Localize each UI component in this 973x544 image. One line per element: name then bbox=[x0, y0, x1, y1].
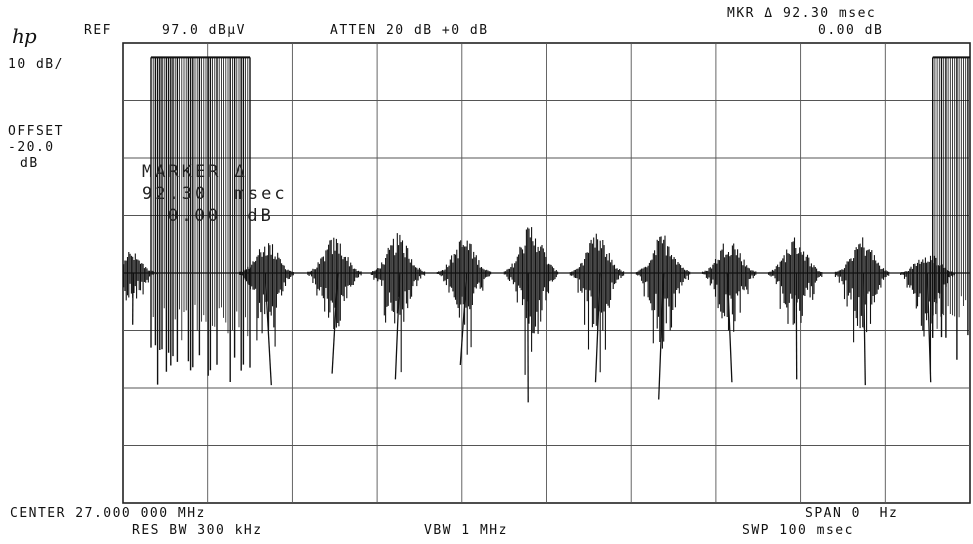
pulse-burst bbox=[239, 243, 294, 386]
ref-value: 97.0 dBµV bbox=[162, 23, 246, 38]
ref-label: REF bbox=[84, 23, 112, 38]
marker-db-readout: 0.00 dB bbox=[818, 23, 884, 38]
center-frequency: CENTER 27.000 000 MHz bbox=[10, 506, 206, 521]
span-readout: SPAN 0 Hz bbox=[805, 506, 899, 521]
sweep-time: SWP 100 msec bbox=[742, 523, 854, 538]
pulse-burst bbox=[834, 237, 890, 386]
offset-value: -20.0 bbox=[8, 140, 55, 155]
pulse-spike bbox=[658, 272, 665, 400]
marker-delta-readout: MKR Δ 92.30 msec bbox=[727, 6, 877, 21]
pulse-spike bbox=[459, 272, 468, 366]
offset-label: OFFSET bbox=[8, 124, 64, 139]
pulse-burst bbox=[503, 227, 559, 403]
pulse-burst bbox=[370, 233, 426, 380]
pulse-burst bbox=[635, 235, 691, 400]
scale-per-division: 10 dB/ bbox=[8, 57, 64, 72]
signal-trace bbox=[123, 56, 970, 403]
pulse-burst bbox=[900, 255, 955, 383]
pulse-burst bbox=[123, 252, 157, 325]
video-bandwidth: VBW 1 MHz bbox=[424, 523, 508, 538]
marker-overlay-line3: 0.00 dB bbox=[168, 206, 274, 226]
marker-overlay-line1: MARKER Δ bbox=[142, 162, 248, 182]
pulse-spike bbox=[926, 272, 932, 383]
marker-overlay-line2: 92.30 msec bbox=[142, 184, 288, 204]
pulse-spike bbox=[594, 272, 601, 383]
pulse-spike bbox=[726, 272, 733, 383]
wide-burst bbox=[150, 56, 251, 385]
pulse-burst bbox=[307, 237, 362, 374]
wide-burst bbox=[932, 56, 970, 360]
attenuation-readout: ATTEN 20 dB +0 dB bbox=[330, 23, 489, 38]
pulse-spike bbox=[394, 272, 401, 380]
pulse-spike bbox=[862, 272, 866, 386]
pulse-spike bbox=[331, 272, 339, 374]
pulse-spike bbox=[795, 272, 798, 380]
pulse-burst bbox=[767, 237, 823, 380]
resolution-bandwidth: RES BW 300 kHz bbox=[132, 523, 263, 538]
pulse-burst bbox=[701, 243, 757, 383]
pulse-burst bbox=[436, 240, 492, 366]
pulse-burst bbox=[569, 233, 625, 383]
pulse-spike bbox=[264, 272, 272, 386]
offset-unit: dB bbox=[20, 156, 39, 171]
hp-logo: hp bbox=[12, 24, 37, 48]
